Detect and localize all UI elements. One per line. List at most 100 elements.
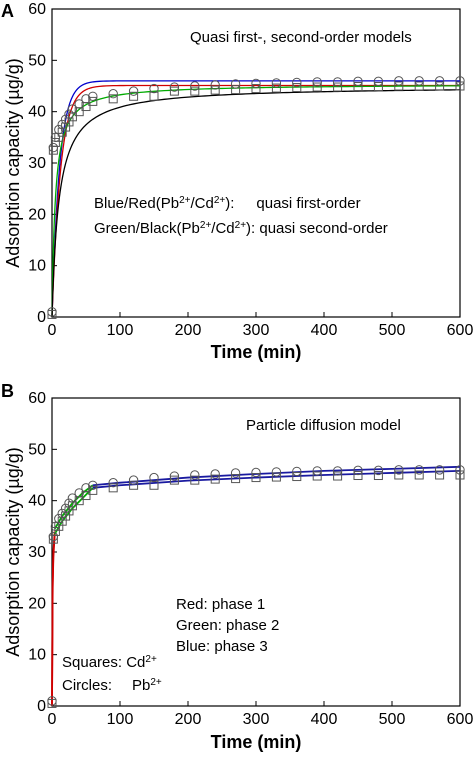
panel-b-square-point xyxy=(47,698,57,708)
panel-a-y-tick-label: 10 xyxy=(28,258,46,275)
panel-a-square-point xyxy=(57,127,67,137)
panel-b-square-point xyxy=(231,474,241,484)
panel-b-x-tick-label: 100 xyxy=(107,711,134,728)
panel-b-annotation-squares: Squares: Cd2+ xyxy=(62,654,157,672)
panel-a-circle-point xyxy=(60,114,71,125)
panel-b-annotation-blue: Blue: phase 3 xyxy=(176,638,268,655)
panel-b-circle-point xyxy=(292,466,302,477)
panel-a-x-axis-label: Time (min) xyxy=(211,342,302,362)
panel-b-square-point xyxy=(81,491,91,501)
panel-a-fit-line xyxy=(51,89,461,318)
panel-b-square-point xyxy=(64,506,74,516)
panel-a-y-tick-label: 20 xyxy=(28,206,46,223)
panel-b-circle-point xyxy=(373,465,384,476)
panel-a-x-tick-label: 300 xyxy=(243,322,270,339)
panel-a-square-point xyxy=(169,86,179,96)
panel-b-circle-point xyxy=(353,465,363,476)
panel-b-square-point xyxy=(394,470,404,480)
panel-a-square-point xyxy=(251,84,261,94)
panel-a-circle-point xyxy=(414,76,424,86)
panel-a-circle-point xyxy=(455,76,465,86)
panel-a-square-point xyxy=(292,83,302,93)
panel-b-y-ticks: 0 10 20 30 40 50 60 xyxy=(28,390,57,715)
panel-b-y-axis-label: Adsorption capacity (µg/g) xyxy=(3,447,23,656)
panel-a-x-tick-label: 100 xyxy=(107,322,134,339)
panel-b-square-point xyxy=(54,521,64,531)
panel-a-square-point xyxy=(47,309,57,319)
panel-b-square-point xyxy=(190,475,200,485)
panel-b-circle-point xyxy=(394,465,404,475)
panel-b-letter: B xyxy=(1,381,14,401)
panel-a-title: Quasi first-, second-order models xyxy=(190,29,412,46)
panel-b-y-tick-label: 20 xyxy=(28,595,46,612)
panel-b-fit-line xyxy=(51,533,56,707)
panel-b-annotation-red: Red: phase 1 xyxy=(176,596,265,613)
panel-a-square-point xyxy=(61,122,71,132)
panel-a-square-point xyxy=(210,85,220,95)
panel-b-circle-point xyxy=(54,513,64,524)
panel-a-square-point xyxy=(74,107,84,117)
panel-a-square-point xyxy=(312,82,322,92)
panel-b-title: Particle diffusion model xyxy=(246,417,401,434)
panel-a-square-point xyxy=(88,96,98,106)
panel-b-y-tick-label: 50 xyxy=(28,441,46,458)
panel-b-fit-lines xyxy=(51,465,461,707)
panel-a-y-ticks: 0 10 20 30 40 50 60 xyxy=(28,1,57,326)
panel-b-x-ticks: 0 100 200 300 400 500 600 xyxy=(48,701,473,728)
panel-a-letter: A xyxy=(1,1,14,21)
panel-a-y-tick-label: 30 xyxy=(28,155,46,172)
panel-a-x-tick-label: 400 xyxy=(311,322,338,339)
panel-b-square-point xyxy=(61,511,71,521)
panel-a-circle-point xyxy=(128,86,139,96)
panel-a-x-tick-label: 600 xyxy=(447,322,474,339)
panel-b-square-point xyxy=(271,472,281,482)
panel-b-fit-line xyxy=(53,487,94,535)
panel-b-y-tick-label: 0 xyxy=(37,698,46,715)
panel-a-x-ticks: 0 100 200 300 400 500 600 xyxy=(48,312,474,339)
panel-b-circle-point xyxy=(190,470,200,480)
panel-a-circle-point xyxy=(271,78,282,88)
panel-b-circle-point xyxy=(271,467,282,477)
panel-a-annotation-first-order: Blue/Red(Pb2+/Cd2+): quasi first-order xyxy=(94,195,361,213)
panel-b-square-point xyxy=(251,473,261,483)
panel-a-square-point xyxy=(67,112,77,122)
panel-b-x-axis-label: Time (min) xyxy=(211,732,302,752)
panel-b-square-point xyxy=(333,471,343,481)
panel-a-circle-point xyxy=(332,77,343,87)
panel-a-circle-point xyxy=(81,94,91,104)
panel-a-square-point xyxy=(333,82,343,92)
panel-b-square-point xyxy=(455,470,465,480)
panel-b-square-point xyxy=(292,472,302,482)
panel-a-square-point xyxy=(81,102,91,112)
panel-b-square-point xyxy=(414,470,424,480)
panel-a: A Quasi first-, second-order models Blue… xyxy=(1,1,473,362)
panel-a-x-tick-label: 0 xyxy=(48,322,57,339)
panel-a-circle-point xyxy=(210,80,220,90)
panel-a-data-points xyxy=(47,76,465,319)
panel-b-square-point xyxy=(88,485,98,495)
panel-b-y-tick-label: 30 xyxy=(28,544,46,561)
panel-b-x-tick-label: 300 xyxy=(243,711,270,728)
panel-a-square-point xyxy=(353,82,363,92)
panel-a-square-point xyxy=(54,132,64,142)
panel-a-square-point xyxy=(149,91,159,101)
panel-a-square-point xyxy=(129,91,139,101)
panel-b-x-tick-label: 200 xyxy=(175,711,202,728)
panel-b-fit-line xyxy=(53,484,94,530)
panel-a-square-point xyxy=(455,81,465,91)
panel-b-x-tick-label: 400 xyxy=(311,711,338,728)
panel-b-circle-point xyxy=(434,465,445,475)
panel-a-square-point xyxy=(373,82,383,92)
panel-a-fit-line xyxy=(51,85,461,318)
panel-b-x-tick-label: 0 xyxy=(48,711,57,728)
panel-b-square-point xyxy=(169,475,179,485)
panel-b-circle-point xyxy=(108,478,118,488)
panel-b-circle-point xyxy=(251,467,261,478)
panel-b-square-point xyxy=(67,501,77,511)
panel-a-y-tick-label: 60 xyxy=(28,1,46,18)
panel-b-circle-point xyxy=(230,468,241,478)
panel-b-y-tick-label: 40 xyxy=(28,493,46,510)
panel-b-circle-point xyxy=(88,480,98,490)
panel-a-circle-point xyxy=(434,76,445,86)
panel-b-circle-point xyxy=(414,465,424,475)
